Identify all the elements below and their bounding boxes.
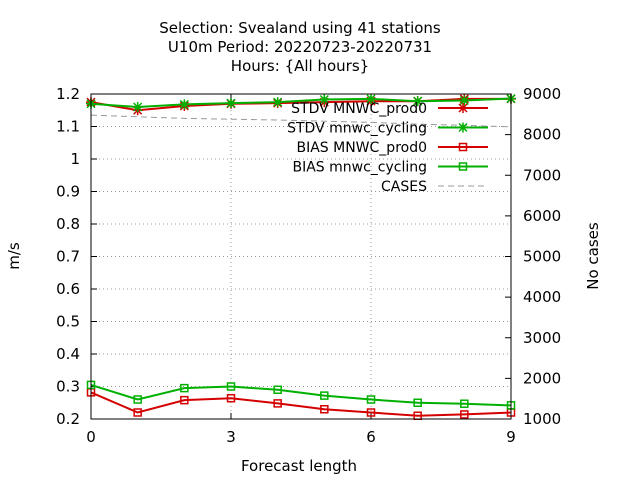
plot-frame	[90, 93, 512, 420]
series-point	[133, 395, 142, 404]
series-point	[366, 93, 376, 104]
y2-tick-label: 5000	[523, 248, 561, 266]
legend: STDV MNWC_prod0 STDV mnwc_cycling BIAS MNW…	[287, 101, 488, 195]
y2-tick-label: 9000	[523, 85, 561, 103]
y2-tick-label: 6000	[523, 207, 561, 225]
y-tick-label: 0.8	[56, 215, 80, 233]
chart-title-line-2: U10m Period: 20220723-20220731	[168, 38, 432, 56]
series-point	[460, 399, 469, 408]
y-tick-label: 1.2	[56, 85, 80, 103]
series-point	[459, 95, 470, 106]
series-point	[133, 408, 142, 417]
legend-swatch-marker	[458, 162, 468, 171]
x-tick-label: 3	[226, 428, 236, 446]
series-point	[412, 96, 423, 107]
plot-series	[86, 93, 516, 420]
legend-entry: BIAS mnwc_cycling	[292, 160, 488, 176]
legend-label: STDV MNWC_prod0	[291, 101, 427, 117]
chart-title-line-1: Selection: Svealand using 41 stations	[159, 19, 441, 37]
y-tick-label: 0.2	[56, 410, 80, 428]
legend-swatch-marker	[458, 103, 468, 113]
series-point	[413, 398, 422, 407]
series-line	[90, 97, 512, 109]
y2-axis-title: No cases	[584, 222, 602, 290]
x-tick-label: 9	[506, 428, 516, 446]
series-line	[90, 391, 512, 417]
y-tick-label: 0.6	[56, 280, 80, 298]
series-point	[273, 385, 282, 394]
legend-entry: STDV MNWC_prod0	[291, 101, 488, 117]
series-point	[180, 383, 189, 393]
y-tick-label: 1.1	[56, 118, 80, 136]
y-tick-label: 1	[70, 150, 80, 168]
y-tick-label: 0.4	[56, 345, 80, 363]
axis-ticks: 0.2 0.3 0.4 0.5 0.6 0.7 0.8 0.9 1 1.1 1.2 0 3 6 9 1000 2…	[56, 85, 561, 446]
series-point	[319, 94, 330, 105]
series-point	[226, 382, 236, 391]
chart-title-line-3: Hours: {All hours}	[231, 57, 369, 75]
series-point	[226, 98, 236, 109]
series-point	[460, 410, 469, 419]
legend-label: BIAS mnwc_cycling	[292, 160, 427, 176]
y-tick-label: 0.9	[56, 183, 80, 201]
series-line	[90, 114, 512, 128]
series-point	[320, 391, 329, 400]
series-point	[366, 408, 376, 417]
y-axis-title: m/s	[5, 242, 23, 270]
legend-swatch-marker	[458, 122, 468, 133]
x-axis-title: Forecast length	[241, 457, 357, 475]
x-tick-label: 6	[366, 428, 376, 446]
y2-tick-label: 1000	[523, 410, 561, 428]
legend-label: STDV mnwc_cycling	[287, 121, 427, 137]
series-point	[132, 102, 143, 112]
series-point	[272, 97, 283, 108]
series-point	[179, 99, 190, 110]
legend-label: BIAS MNWC_prod0	[296, 140, 427, 156]
series-point	[320, 405, 329, 414]
legend-entry: BIAS MNWC_prod0	[296, 140, 488, 156]
legend-swatch-marker	[458, 142, 468, 152]
series-point	[226, 393, 236, 403]
legend-entry: CASES	[381, 179, 488, 195]
y-tick-label: 0.5	[56, 313, 80, 331]
y2-tick-label: 4000	[523, 288, 561, 306]
y-tick-label: 0.3	[56, 378, 80, 396]
series-4	[90, 114, 512, 128]
y2-tick-label: 8000	[523, 126, 561, 144]
x-tick-label: 0	[86, 428, 96, 446]
y2-tick-label: 3000	[523, 329, 561, 347]
legend-label: CASES	[381, 179, 427, 195]
series-point	[180, 395, 189, 405]
legend-entry: STDV mnwc_cycling	[287, 121, 488, 137]
y-tick-label: 0.7	[56, 248, 80, 266]
series-point	[273, 399, 282, 408]
y2-tick-label: 2000	[523, 369, 561, 387]
series-point	[366, 395, 376, 404]
y2-tick-label: 7000	[523, 166, 561, 184]
series-line	[90, 383, 512, 407]
